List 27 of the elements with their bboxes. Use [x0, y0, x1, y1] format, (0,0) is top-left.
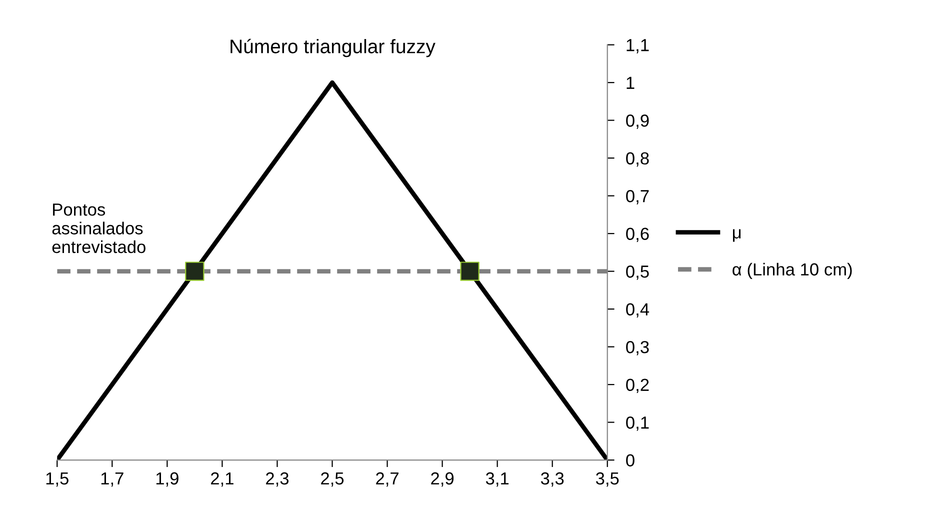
y-tick-label: 0,7 [626, 190, 649, 204]
y-tick-label: 0 [626, 454, 634, 467]
y-tick-label: 0,1 [626, 416, 649, 431]
x-tick-label: 3,5 [596, 472, 619, 487]
y-tick-label: 0,4 [626, 303, 650, 318]
x-tick-label: 2,5 [321, 472, 344, 487]
y-tick-label: 1,1 [626, 39, 649, 54]
y-tick-label: 0,2 [626, 378, 649, 394]
chart-title: Número triangular fuzzy [230, 38, 436, 58]
x-tick-label: 1,7 [101, 472, 124, 487]
y-tick-label: 0,6 [626, 228, 649, 242]
y-tick-label: 0,8 [626, 152, 649, 167]
y-tick-label: 0,5 [626, 265, 649, 280]
y-tick-label: 0,3 [626, 340, 649, 356]
legend-label: α (Linha 10 cm) [732, 262, 852, 280]
x-tick-label: 2,1 [211, 472, 234, 487]
x-tick-label: 2,3 [266, 472, 289, 487]
x-tick-label: 1,9 [156, 472, 178, 487]
y-tick-label: 0,9 [626, 114, 649, 129]
x-tick-label: 3,1 [486, 472, 509, 487]
legend-label: μ [733, 229, 741, 242]
y-tick-label: 1 [626, 76, 634, 89]
x-tick-label: 2,7 [376, 472, 398, 487]
x-tick-label: 3,3 [540, 472, 564, 487]
x-tick-label: 1,5 [46, 472, 68, 487]
x-tick-label: 2,9 [431, 472, 454, 487]
annotation: Pontos assinalados entrevistado [52, 204, 146, 254]
